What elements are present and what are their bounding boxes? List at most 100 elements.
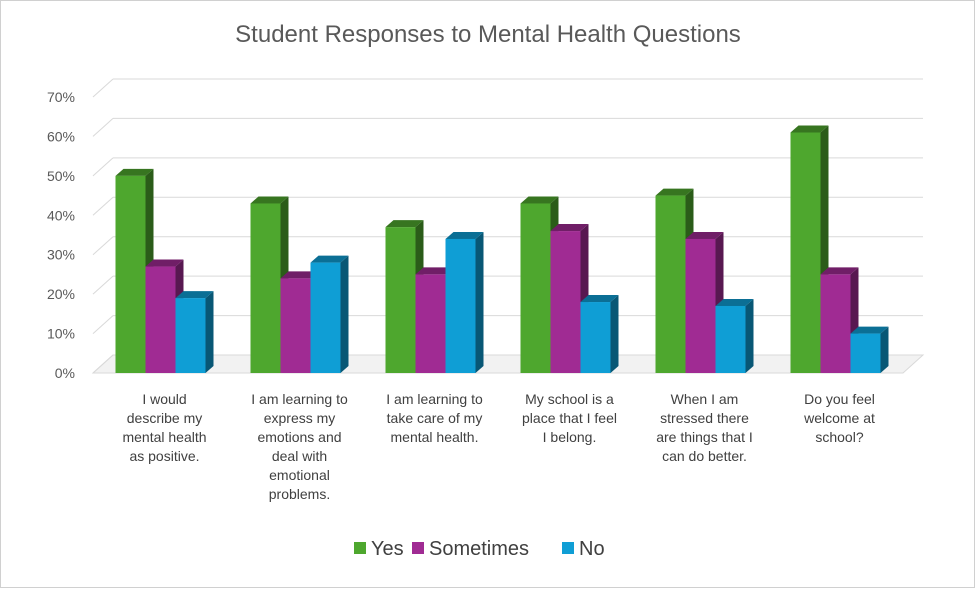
x-tick-label-line: mental health. xyxy=(391,429,479,445)
x-tick-label-line: as positive. xyxy=(129,448,199,464)
chart-title: Student Responses to Mental Health Quest… xyxy=(235,21,741,48)
bar xyxy=(715,298,754,373)
bar-top xyxy=(655,188,694,196)
bar-front xyxy=(415,274,446,373)
x-tick-label-line: place that I feel xyxy=(522,410,617,426)
bar-front xyxy=(715,305,746,373)
x-tick-label-line: problems. xyxy=(269,486,330,502)
bar xyxy=(445,231,484,373)
legend-item: No xyxy=(562,538,605,560)
bar-side xyxy=(205,291,214,373)
y-tick-label: 10% xyxy=(47,326,75,342)
bar-top xyxy=(145,259,184,267)
legend-label: Yes xyxy=(371,538,404,560)
x-tick-label: I would describe my mental health as positi… xyxy=(122,391,206,464)
bar-front xyxy=(385,227,416,373)
x-tick-label-line: welcome at xyxy=(803,410,875,426)
bar-front xyxy=(685,238,716,373)
bar-front xyxy=(550,231,581,373)
x-tick-label-line: express my xyxy=(264,410,336,426)
bar-top xyxy=(790,125,829,133)
x-tick-label-line: can do better. xyxy=(662,448,747,464)
bar-front xyxy=(520,203,551,373)
bar-side xyxy=(475,231,484,373)
bar-side xyxy=(610,295,619,373)
legend-swatch xyxy=(562,542,574,554)
bar-front xyxy=(280,278,311,373)
bar-front xyxy=(850,333,881,373)
x-tick-label: I am learning to express my emotions and de… xyxy=(251,391,348,502)
legend-swatch xyxy=(412,542,424,554)
bar xyxy=(385,220,424,373)
gridline-side xyxy=(92,275,114,295)
bar-front xyxy=(250,203,281,373)
y-tick-label: 20% xyxy=(47,286,75,302)
x-tick-label-line: I am learning to xyxy=(251,391,348,407)
y-tick-label: 40% xyxy=(47,207,75,223)
bar-front xyxy=(175,298,206,373)
gridline-side xyxy=(92,196,114,216)
y-tick-label: 50% xyxy=(47,168,75,184)
bar-top xyxy=(385,220,424,228)
y-tick-label: 60% xyxy=(47,128,75,144)
x-tick-label: My school is a place that I feel I belong. xyxy=(522,391,617,445)
x-tick-label-line: Do you feel xyxy=(804,391,875,407)
x-tick-label-line: deal with xyxy=(272,448,327,464)
bar-front xyxy=(790,132,821,373)
x-tick-label-line: emotions and xyxy=(257,429,341,445)
bar-top xyxy=(310,255,349,263)
bar-top xyxy=(520,196,559,204)
x-tick-label-line: take care of my xyxy=(387,410,483,426)
bar-side xyxy=(745,298,754,373)
y-tick-label: 30% xyxy=(47,247,75,263)
x-tick-label: When I am stressed there are things that I… xyxy=(656,391,753,464)
x-tick-label-line: My school is a xyxy=(525,391,614,407)
x-tick-label: Do you feel welcome at school? xyxy=(803,391,875,445)
bar-top xyxy=(580,295,619,303)
x-tick-label-line: emotional xyxy=(269,467,330,483)
bar-top xyxy=(280,271,319,279)
x-tick-label-line: mental health xyxy=(122,429,206,445)
bar-top xyxy=(715,298,754,306)
bar-side xyxy=(880,326,889,373)
gridline-side xyxy=(92,157,114,177)
bar-front xyxy=(445,238,476,373)
bar-top xyxy=(445,231,484,239)
legend-item: Sometimes xyxy=(412,538,529,560)
legend: Yes Sometimes No xyxy=(354,538,605,560)
bar-top xyxy=(850,326,889,334)
bar xyxy=(850,326,889,373)
bar-top xyxy=(175,291,214,299)
bar-top xyxy=(820,267,859,275)
bar xyxy=(820,267,859,373)
y-tick-label: 70% xyxy=(47,89,75,105)
bar xyxy=(580,295,619,373)
bar-top xyxy=(115,168,154,176)
y-tick-label: 0% xyxy=(55,365,75,381)
bar xyxy=(310,255,349,373)
x-tick-label-line: describe my xyxy=(127,410,202,426)
bar-front xyxy=(145,266,176,373)
gridline-side xyxy=(92,78,114,98)
x-tick-label-line: I am learning to xyxy=(386,391,483,407)
gridline-side xyxy=(92,118,114,137)
bar-front xyxy=(820,274,851,373)
x-tick-label-line: When I am xyxy=(671,391,739,407)
gridline-side xyxy=(92,236,114,256)
legend-label: Sometimes xyxy=(429,538,529,560)
bar-top xyxy=(685,231,724,239)
legend-item: Yes xyxy=(354,538,404,560)
legend-swatch xyxy=(354,542,366,554)
bar-front xyxy=(580,302,611,373)
gridline-side xyxy=(92,354,114,374)
bar-front xyxy=(115,175,146,373)
bar-top xyxy=(250,196,289,204)
bar xyxy=(175,291,214,373)
bar-top xyxy=(550,224,589,232)
bar-side xyxy=(340,255,349,373)
x-tick-label-line: are things that I xyxy=(656,429,753,445)
legend-label: No xyxy=(579,538,605,560)
bar-top xyxy=(415,267,454,275)
x-tick-label-line: I would xyxy=(142,391,186,407)
